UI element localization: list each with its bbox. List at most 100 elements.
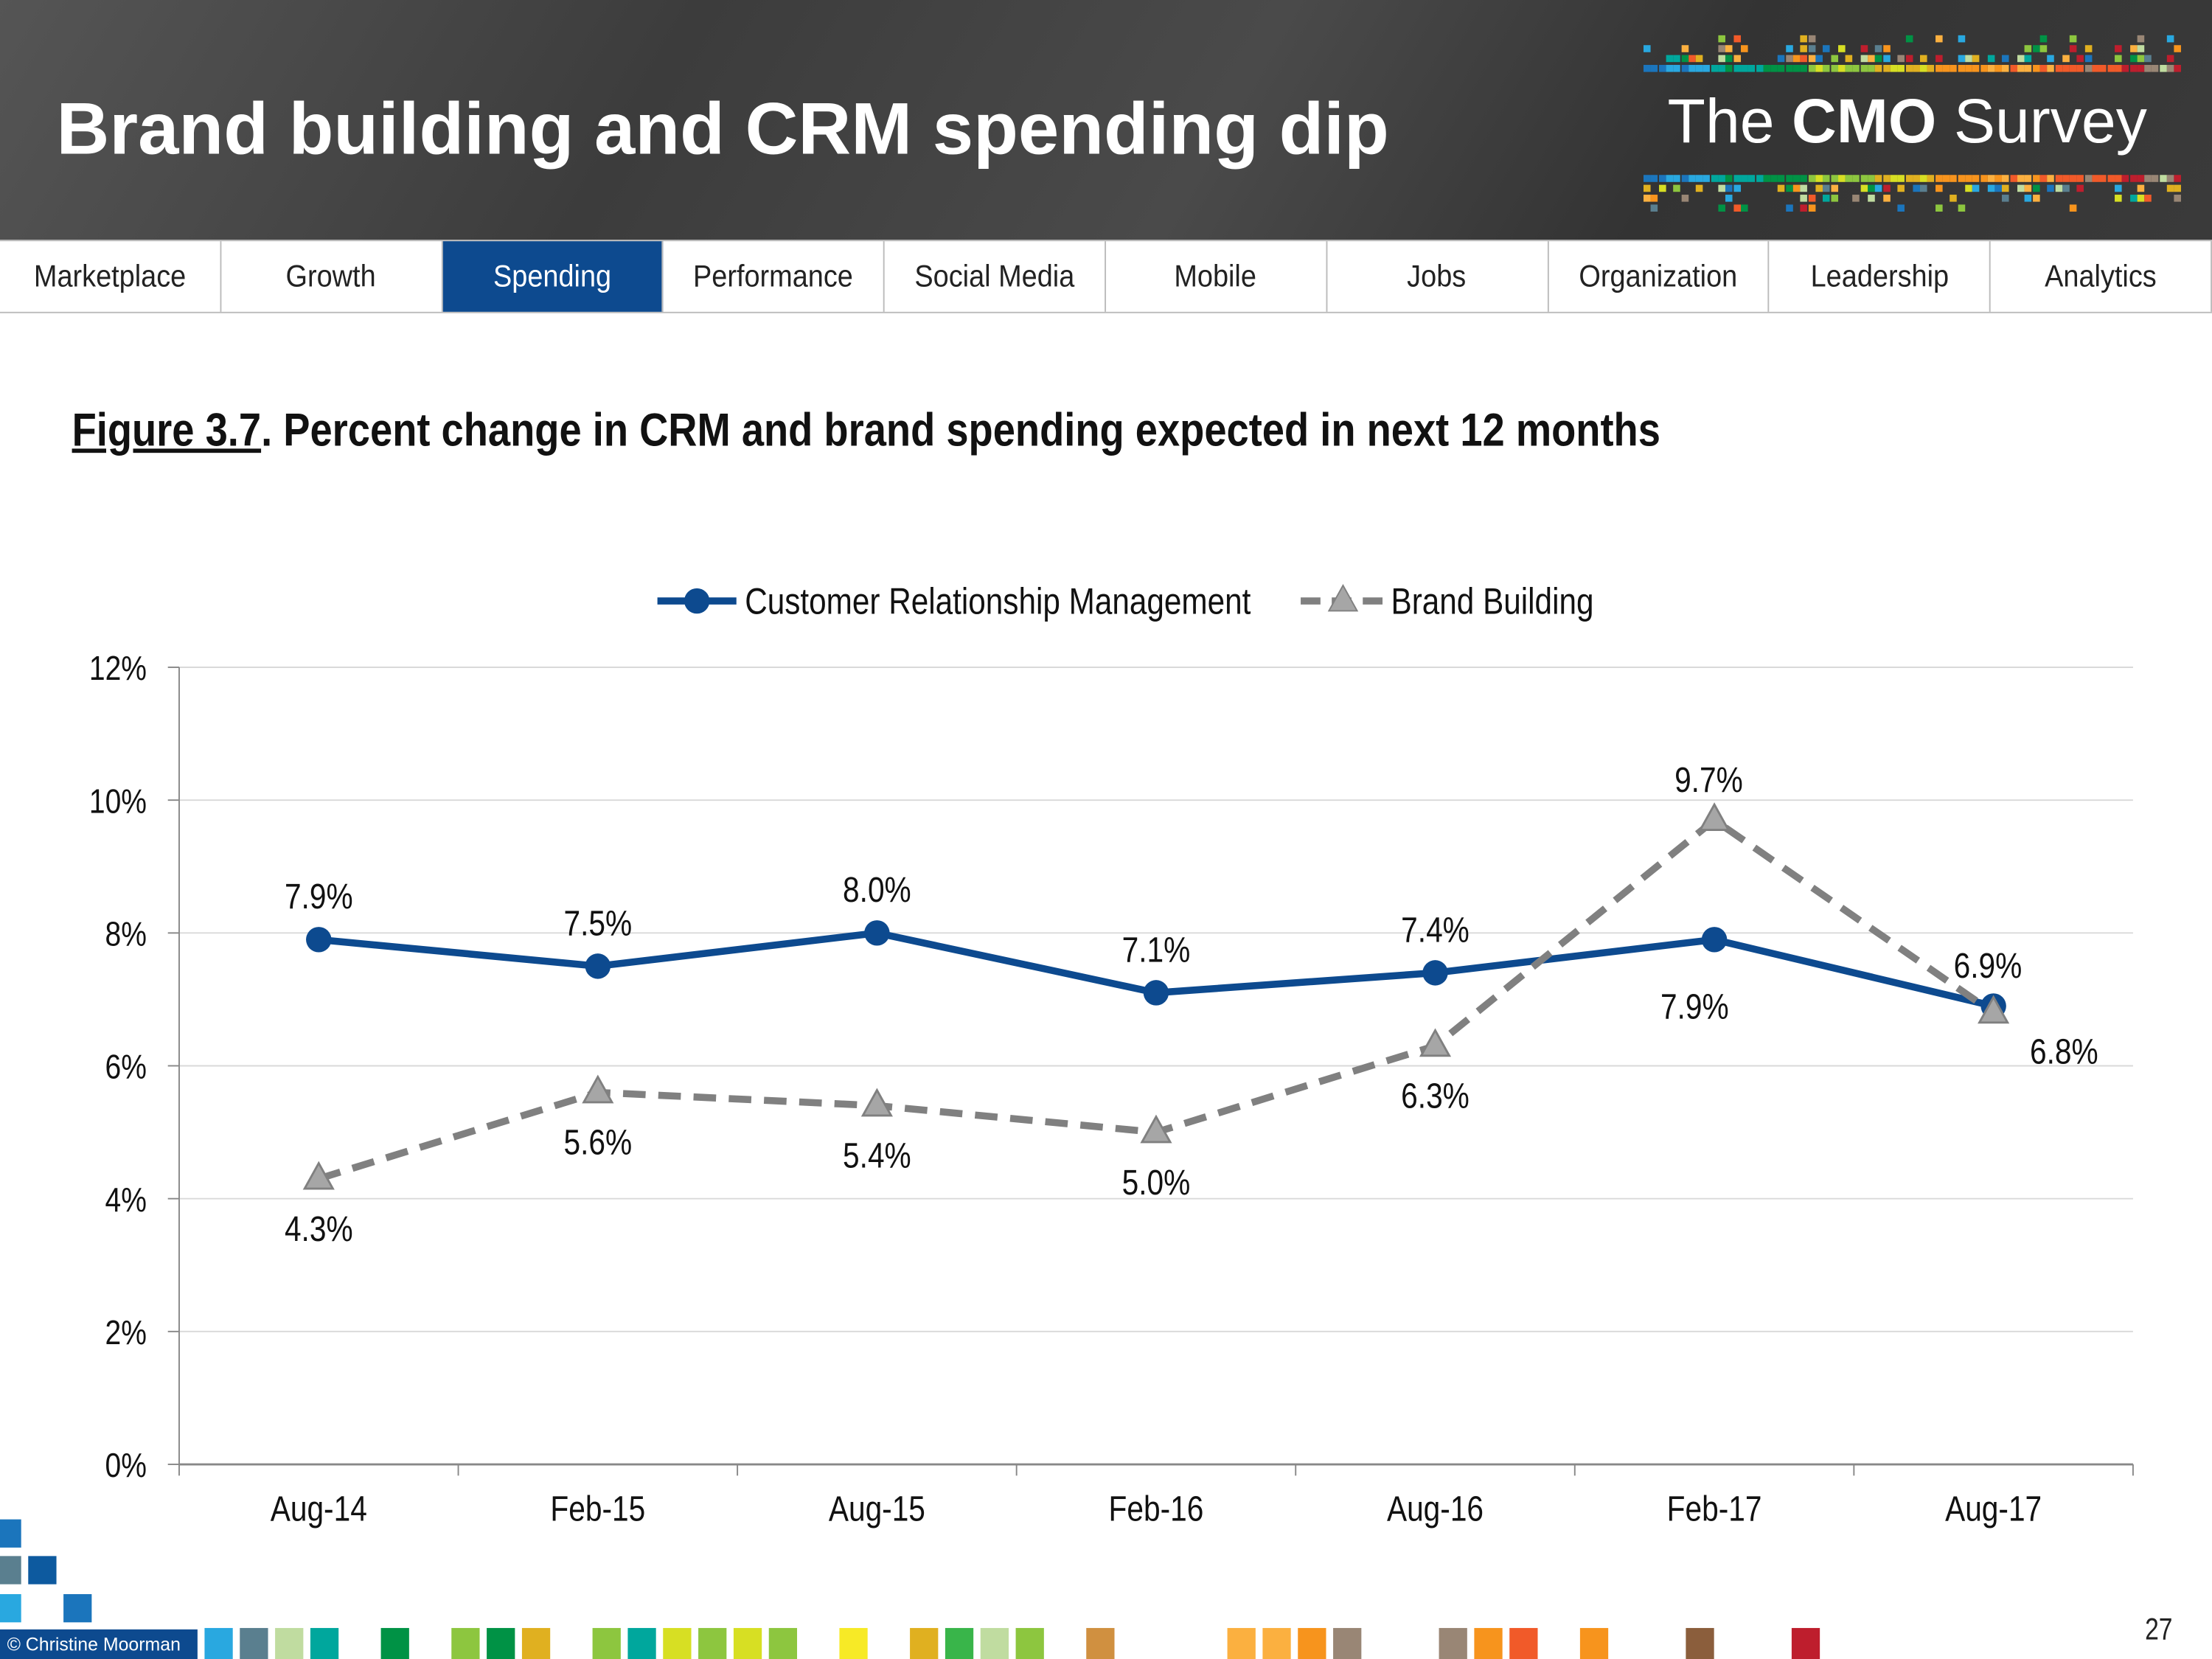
logo-pixel — [1680, 45, 1688, 52]
logo-pixel — [1733, 65, 1741, 72]
data-label: 5.4% — [843, 1137, 911, 1176]
logo-pixel — [1808, 65, 1815, 72]
logo-pixel — [1837, 175, 1846, 182]
logo-pixel — [2039, 65, 2047, 72]
logo-pixel — [2062, 55, 2070, 63]
logo-pixel — [1927, 175, 1935, 182]
logo-pixel — [1860, 55, 1868, 63]
logo-pixel — [1778, 175, 1786, 182]
tab-analytics[interactable]: Analytics — [1991, 241, 2212, 312]
logo-pixel — [1733, 35, 1741, 43]
corner-square — [28, 1556, 57, 1585]
logo-pixel — [2025, 184, 2032, 192]
logo-pixel — [1875, 45, 1882, 52]
logo-pixel — [2032, 65, 2039, 72]
logo-pixel — [2069, 45, 2077, 52]
y-tick-label: 2% — [105, 1314, 147, 1352]
data-label: 7.5% — [564, 904, 633, 943]
logo-pixel — [1987, 184, 1995, 192]
logo-pixel — [1785, 65, 1793, 72]
footer-square — [521, 1627, 551, 1659]
logo-pixel — [1860, 65, 1868, 72]
logo-pixel — [1785, 184, 1793, 192]
brand-marker — [1419, 1028, 1452, 1057]
logo-pixel — [1935, 55, 1943, 63]
logo-pixel — [1815, 175, 1823, 182]
logo-pixel — [1643, 195, 1651, 202]
tab-mobile[interactable]: Mobile — [1106, 241, 1327, 312]
figure-title: Figure 3.7. Percent change in CRM and br… — [72, 403, 1660, 457]
tab-performance[interactable]: Performance — [664, 241, 885, 312]
logo-pixel — [2062, 184, 2070, 192]
logo-suffix: Survey — [1953, 87, 2147, 157]
logo-pixel — [1792, 175, 1801, 182]
logo-pixel — [1688, 175, 1696, 182]
footer-square — [1439, 1627, 1467, 1659]
x-tick-label: Aug-15 — [829, 1490, 925, 1529]
logo-pixel — [1852, 65, 1860, 72]
logo-pixel — [1673, 65, 1681, 72]
logo-pixel — [1935, 65, 1943, 72]
logo-pixel — [2047, 184, 2055, 192]
logo-pixel — [1905, 175, 1913, 182]
logo-pixel — [2114, 195, 2122, 202]
tab-marketplace[interactable]: Marketplace — [0, 241, 221, 312]
tab-spending[interactable]: Spending — [442, 241, 664, 312]
logo-pixel — [1972, 55, 1980, 63]
data-label: 5.6% — [564, 1124, 633, 1163]
logo-pixel — [2002, 195, 2010, 202]
logo-pixel — [2002, 65, 2010, 72]
tab-jobs[interactable]: Jobs — [1327, 241, 1548, 312]
logo-pixel — [1808, 195, 1815, 202]
logo-pixel — [2077, 55, 2084, 63]
logo-pixel — [2032, 175, 2039, 182]
logo-pixel — [2174, 175, 2182, 182]
logo-pixel — [1957, 55, 1965, 63]
logo-pixel — [2032, 45, 2039, 52]
tab-social-media[interactable]: Social Media — [885, 241, 1106, 312]
logo-pixel — [2017, 184, 2025, 192]
logo-pixel — [1868, 184, 1875, 192]
logo-pixel — [1711, 65, 1718, 72]
logo-pixel — [1651, 65, 1658, 72]
logo-pixel — [2137, 175, 2144, 182]
logo-pixel — [2166, 35, 2174, 43]
footer-square — [1474, 1627, 1503, 1659]
logo-pixel — [1920, 65, 1927, 72]
logo-pixel — [1695, 65, 1703, 72]
logo-pixel — [1785, 204, 1793, 212]
logo-pixel — [1994, 184, 2003, 192]
logo-pixel — [2129, 55, 2137, 63]
y-tick-label: 12% — [89, 650, 147, 688]
logo-pixel — [1942, 175, 1950, 182]
footer-square — [240, 1627, 268, 1659]
logo-pixel — [1815, 184, 1823, 192]
logo-pixel — [1868, 175, 1875, 182]
data-label: 7.4% — [1401, 911, 1470, 950]
logo-pixel — [1785, 175, 1793, 182]
logo-pixel — [1800, 175, 1808, 182]
y-tick-label: 8% — [105, 916, 147, 954]
tab-label: Analytics — [2045, 258, 2157, 293]
logo-pixel — [1695, 55, 1703, 63]
logo-pixel — [2002, 55, 2010, 63]
logo-pixel — [2025, 195, 2032, 202]
logo-pixel — [1808, 175, 1815, 182]
footer-square — [733, 1627, 762, 1659]
logo-pixel — [2025, 65, 2032, 72]
logo-pixel — [1905, 55, 1913, 63]
crm-marker — [585, 953, 611, 979]
logo-pixel — [1860, 175, 1868, 182]
tab-organization[interactable]: Organization — [1548, 241, 1770, 312]
logo-pixel — [1643, 65, 1651, 72]
footer-square — [1262, 1627, 1291, 1659]
data-label: 7.1% — [1122, 931, 1191, 970]
logo-pixel — [1845, 175, 1853, 182]
logo-pixel — [2166, 55, 2174, 63]
header-banner: Brand building and CRM spending dip The … — [0, 0, 2212, 240]
logo-pixel — [1957, 65, 1965, 72]
tab-leadership[interactable]: Leadership — [1770, 241, 1991, 312]
tab-growth[interactable]: Growth — [221, 241, 442, 312]
figure-number[interactable]: Figure 3.7 — [72, 403, 262, 456]
logo-pixel — [1740, 65, 1748, 72]
